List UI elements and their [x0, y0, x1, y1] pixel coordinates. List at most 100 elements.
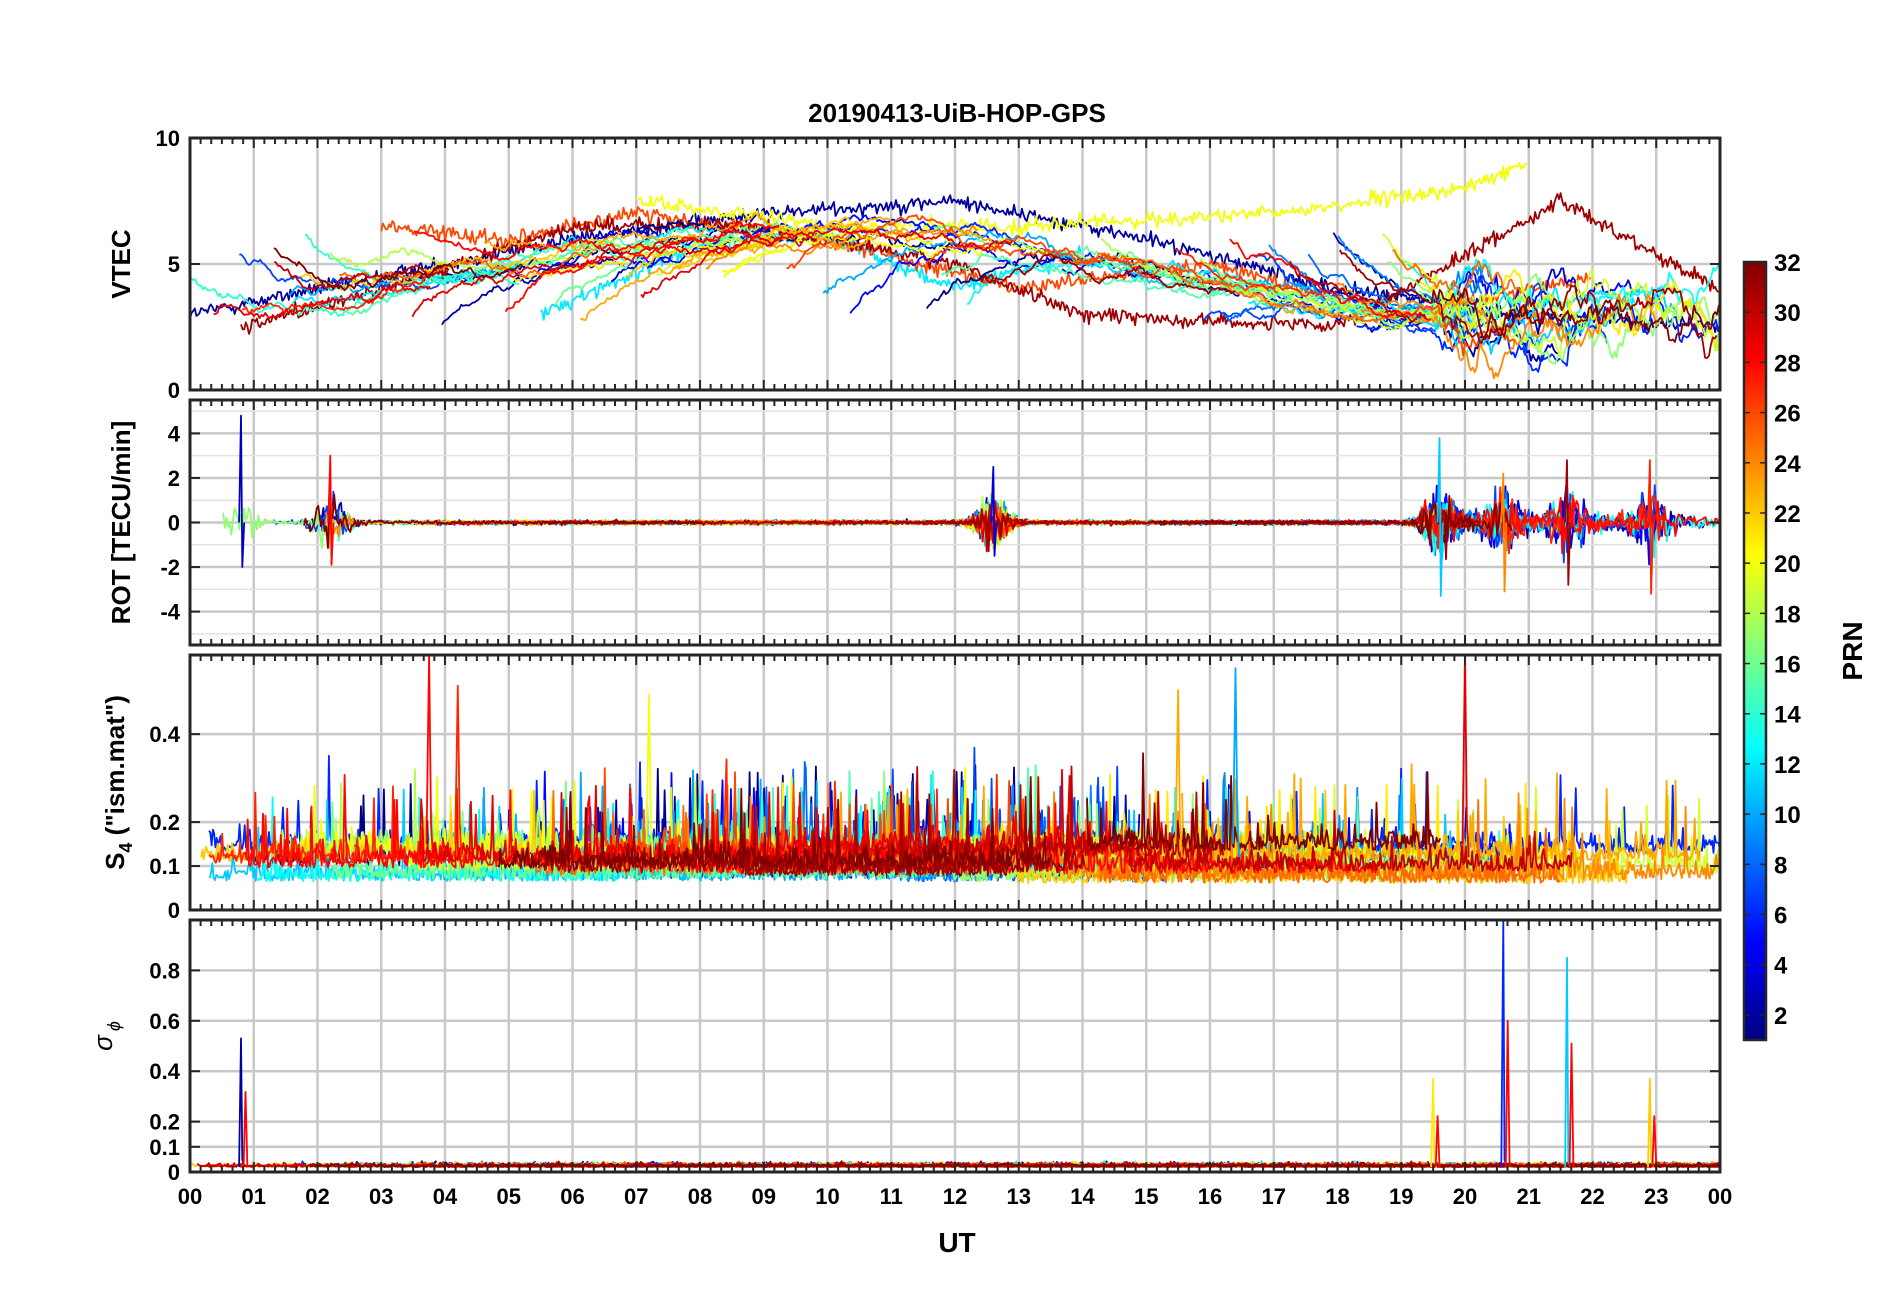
colorbar-tick-label: 16 [1774, 652, 1801, 679]
trace-prn-31 [1564, 459, 1572, 586]
x-tick-label: 08 [688, 1184, 712, 1209]
colorbar-gradient [1742, 260, 1768, 1042]
trace-prn-28 [327, 454, 335, 566]
trace-prn-28 [1434, 1115, 1441, 1168]
trace-prn-21 [736, 500, 1092, 552]
y-tick-label: 0.4 [149, 722, 180, 747]
x-tick-label: 16 [1198, 1184, 1222, 1209]
trace-prn-22 [300, 238, 647, 290]
y-tick-label: 0 [168, 1160, 180, 1185]
y-axis-label: ROT [TECU/min] [106, 421, 136, 625]
trace-prn-4 [990, 465, 998, 557]
trace-prn-25 [1392, 249, 1522, 300]
traces-s4 [200, 655, 1720, 885]
panel-rot: -4 -2 0 2 4 ROT [TECU/min] [106, 398, 1722, 647]
trace-prn-32 [1151, 495, 1513, 551]
trace-prn-30 [1128, 809, 1573, 872]
trace-prn-3 [306, 501, 705, 534]
colorbar-tick-label: 22 [1774, 501, 1801, 528]
trace-prn-15 [465, 230, 838, 284]
colorbar-tick-label: 30 [1774, 300, 1801, 327]
colorbar-tick-label: 24 [1774, 451, 1801, 478]
y-tick-label: 5 [168, 252, 180, 277]
x-tick-label: 06 [560, 1184, 584, 1209]
trace-prn-17 [1418, 273, 1720, 350]
trace-prn-16 [933, 224, 1327, 308]
trace-prn-18 [856, 495, 1404, 541]
y-axis-label: VTEC [106, 229, 136, 299]
trace-prn-26 [925, 235, 1278, 294]
trace-prn-32 [497, 776, 1050, 869]
trace-prn-31 [240, 192, 1720, 335]
y-tick-label: 0.1 [149, 1135, 180, 1160]
y-tick-label: 0.4 [149, 1059, 180, 1084]
x-tick-label: 12 [943, 1184, 967, 1209]
x-tick-label: 03 [369, 1184, 393, 1209]
trace-prn-29 [411, 234, 771, 318]
traces-rot [222, 414, 1720, 597]
trace-prn-22 [625, 221, 881, 278]
trace-prn-31 [981, 253, 1236, 295]
figure-title: 20190413-UiB-HOP-GPS [808, 98, 1106, 128]
trace-prn-31 [543, 519, 957, 527]
x-tick-label: 09 [752, 1184, 776, 1209]
y-axis-label: S4 ("ism.mat") [100, 695, 136, 870]
trace-prn-32 [1086, 752, 1442, 851]
trace-prn-19 [1254, 285, 1526, 340]
x-tick-label: 18 [1325, 1184, 1349, 1209]
trace-prn-29 [1461, 655, 1470, 858]
y-tick-label: 0 [168, 378, 180, 403]
y-tick-label: 2 [168, 466, 180, 491]
trace-prn-26 [786, 214, 1147, 270]
colorbar-tick-label: 18 [1774, 601, 1801, 628]
colorbar-tick-label: 20 [1774, 551, 1801, 578]
x-tick-label: 22 [1580, 1184, 1604, 1209]
trace-prn-10 [1232, 667, 1241, 858]
trace-prn-3 [238, 414, 246, 568]
trace-prn-27 [1175, 249, 1326, 300]
y-tick-label: 0.1 [149, 854, 180, 879]
trace-prn-32 [273, 247, 523, 292]
trace-prn-30 [826, 500, 1284, 553]
colorbar-tick-label: 26 [1774, 401, 1801, 428]
trace-prn-4 [1455, 267, 1633, 312]
x-tick-label: 01 [242, 1184, 266, 1209]
trace-prn-6 [1356, 293, 1720, 373]
y-tick-label: 0.2 [149, 810, 180, 835]
y-axis-label: σϕ [88, 1021, 124, 1051]
trace-prn-27 [1647, 459, 1654, 595]
trace-prn-28 [1229, 238, 1431, 321]
trace-prn-14 [1080, 503, 1476, 557]
trace-prn-11 [1297, 284, 1680, 355]
trace-prn-24 [1500, 472, 1508, 593]
x-tick-label: 10 [815, 1184, 839, 1209]
trace-prn-28 [242, 1091, 249, 1168]
x-tick-label: 17 [1262, 1184, 1286, 1209]
x-tick-label: 13 [1007, 1184, 1031, 1209]
colorbar-tick-label: 4 [1774, 953, 1788, 980]
trace-prn-20 [722, 230, 956, 279]
trace-prn-26 [1385, 304, 1516, 357]
x-tick-label: 00 [178, 1184, 202, 1209]
colorbar-tick-label: 32 [1774, 250, 1801, 277]
y-tick-label: 0 [168, 898, 180, 923]
colorbar-tick-label: 10 [1774, 802, 1801, 829]
panel-vtec: 0 5 10 VTEC [106, 126, 1722, 403]
trace-prn-23 [694, 483, 1139, 540]
colorbar-tick-label: 12 [1774, 752, 1801, 779]
x-tick-label: 23 [1644, 1184, 1668, 1209]
trace-prn-28 [504, 221, 780, 313]
trace-prn-31 [1339, 249, 1718, 359]
colorbar-tick-label: 6 [1774, 903, 1787, 930]
x-axis-label: UT [938, 1227, 975, 1258]
trace-prn-32 [303, 493, 703, 549]
x-tick-label: 19 [1389, 1184, 1413, 1209]
panel-sigma-phi: 00.10.2 0.4 0.6 0.8 σϕ 00 01 02 03 04 05 06 07 08 09 10… [88, 918, 1732, 1209]
x-tick-label: 02 [305, 1184, 329, 1209]
trace-prn-28 [1651, 1115, 1658, 1168]
trace-prn-31 [947, 504, 1481, 561]
colorbar-tick-label: 2 [1774, 1003, 1787, 1030]
y-tick-label: 10 [156, 126, 180, 151]
